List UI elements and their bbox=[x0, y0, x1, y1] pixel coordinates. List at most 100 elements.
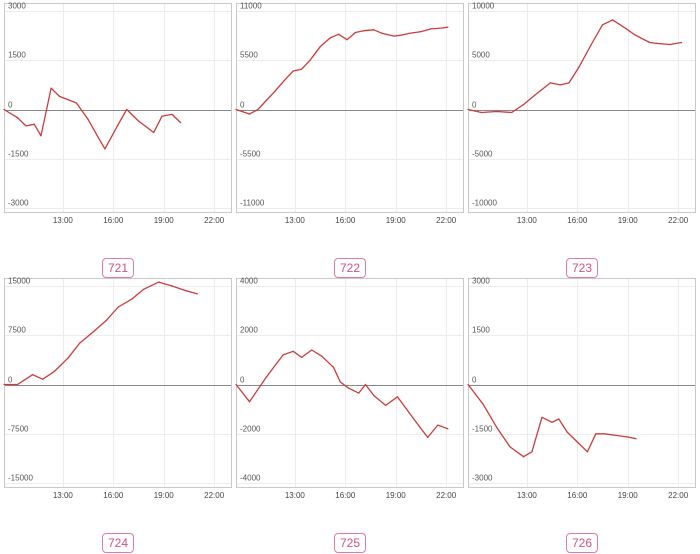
data-point bbox=[558, 418, 560, 420]
data-point bbox=[235, 108, 237, 111]
data-point bbox=[578, 66, 580, 68]
y-tick-label: 4000 bbox=[240, 277, 258, 286]
data-point bbox=[300, 356, 303, 359]
y-tick-label: 0 bbox=[8, 376, 13, 385]
y-tick-label: 7500 bbox=[8, 326, 26, 335]
data-point bbox=[16, 117, 19, 119]
data-point bbox=[332, 366, 335, 368]
x-tick-label: 22:00 bbox=[436, 491, 457, 500]
data-point bbox=[635, 438, 637, 440]
data-point bbox=[447, 428, 449, 430]
data-point bbox=[58, 95, 61, 97]
x-tick-label: 13:00 bbox=[285, 216, 306, 225]
data-point bbox=[418, 425, 420, 427]
data-point bbox=[590, 44, 592, 47]
x-tick-label: 19:00 bbox=[154, 491, 175, 500]
data-point bbox=[87, 118, 89, 120]
data-point bbox=[447, 26, 449, 28]
data-point bbox=[551, 421, 553, 423]
data-point bbox=[171, 113, 173, 116]
data-point bbox=[680, 41, 683, 44]
y-tick-label: 1500 bbox=[472, 326, 490, 335]
data-point bbox=[373, 29, 375, 31]
data-point bbox=[408, 412, 410, 414]
y-tick-label: -5000 bbox=[472, 150, 493, 159]
data-point bbox=[265, 99, 267, 102]
data-point bbox=[257, 108, 259, 111]
x-tick-label: 13:00 bbox=[53, 491, 74, 500]
line-chart-723: 10000 5000 0 -5000 -10000 13:00 16:00 19:00 22:0… bbox=[467, 2, 696, 225]
y-tick-label: -11000 bbox=[240, 199, 265, 208]
data-point bbox=[363, 30, 365, 32]
x-tick-label: 19:00 bbox=[154, 216, 175, 225]
data-point bbox=[549, 82, 551, 84]
y-tick-label: -1500 bbox=[472, 425, 493, 434]
y-tick-label: 1500 bbox=[8, 51, 26, 60]
data-point bbox=[396, 396, 399, 398]
data-point bbox=[385, 404, 387, 407]
data-point bbox=[337, 33, 340, 35]
data-point bbox=[292, 70, 294, 72]
data-point bbox=[126, 108, 128, 111]
data-point bbox=[97, 136, 99, 139]
data-point bbox=[319, 46, 321, 48]
data-point bbox=[248, 401, 251, 403]
data-point bbox=[522, 456, 525, 458]
chart-panel-723: 10000 5000 0 -5000 -10000 13:00 16:00 19:00 22:0… bbox=[467, 2, 696, 279]
data-point bbox=[339, 381, 341, 383]
data-point bbox=[601, 24, 604, 26]
data-point bbox=[25, 125, 27, 127]
data-point bbox=[53, 370, 56, 372]
y-tick-label: 0 bbox=[472, 101, 477, 110]
y-tick-label: -5500 bbox=[240, 150, 261, 159]
data-point bbox=[373, 394, 375, 397]
chart-label-724: 724 bbox=[102, 533, 134, 553]
data-point bbox=[171, 285, 173, 287]
series-line bbox=[3, 87, 182, 150]
data-point bbox=[31, 374, 34, 376]
chart-label-725: 725 bbox=[334, 533, 366, 553]
data-point bbox=[265, 376, 267, 378]
data-point bbox=[427, 436, 429, 439]
data-point bbox=[437, 424, 439, 426]
data-point bbox=[309, 59, 311, 61]
y-tick-label: -15000 bbox=[8, 474, 33, 483]
data-point bbox=[248, 113, 251, 115]
y-tick-label: 2000 bbox=[240, 326, 258, 335]
x-tick-label: 22:00 bbox=[668, 491, 689, 500]
series-line bbox=[235, 26, 449, 115]
chart-panel-721: 3000 1500 0 -1500 -3000 13:00 16:00 19:00 22:00 … bbox=[3, 2, 232, 279]
data-point bbox=[92, 331, 94, 333]
x-tick-label: 13:00 bbox=[285, 491, 306, 500]
x-tick-label: 16:00 bbox=[567, 216, 588, 225]
data-point bbox=[274, 90, 276, 93]
data-point bbox=[480, 111, 483, 114]
chart-label-726: 726 bbox=[566, 533, 598, 553]
data-point bbox=[669, 43, 671, 46]
data-point bbox=[522, 103, 525, 106]
y-tick-label: -1500 bbox=[8, 150, 29, 159]
plot-frame bbox=[468, 278, 696, 488]
x-tick-label: 22:00 bbox=[436, 216, 457, 225]
line-chart-721: 3000 1500 0 -1500 -3000 13:00 16:00 19:00 22:00 bbox=[3, 2, 232, 225]
x-tick-label: 16:00 bbox=[335, 216, 356, 225]
data-point bbox=[495, 110, 498, 113]
chart-label-722-badge: 722 bbox=[236, 258, 464, 278]
data-point bbox=[105, 319, 108, 321]
data-point bbox=[541, 416, 543, 418]
data-point bbox=[142, 288, 145, 290]
data-point bbox=[117, 123, 119, 125]
data-point bbox=[50, 87, 52, 89]
y-tick-label: 0 bbox=[240, 101, 245, 110]
y-tick-label: -10000 bbox=[472, 199, 497, 208]
y-tick-label: -3000 bbox=[472, 474, 493, 483]
data-point bbox=[408, 32, 410, 34]
data-point bbox=[42, 378, 44, 380]
data-point bbox=[79, 342, 81, 344]
line-chart-726: 3000 1500 0 -1500 -3000 13:00 16:00 19:00 22:00 bbox=[467, 277, 696, 500]
data-point bbox=[300, 68, 303, 70]
data-point bbox=[329, 37, 331, 39]
x-tick-label: 13:00 bbox=[517, 216, 538, 225]
data-point bbox=[161, 115, 163, 117]
line-chart-722: 11000 5500 0 -5500 -11000 13:00 16:00 19:00 22:0… bbox=[235, 2, 464, 225]
